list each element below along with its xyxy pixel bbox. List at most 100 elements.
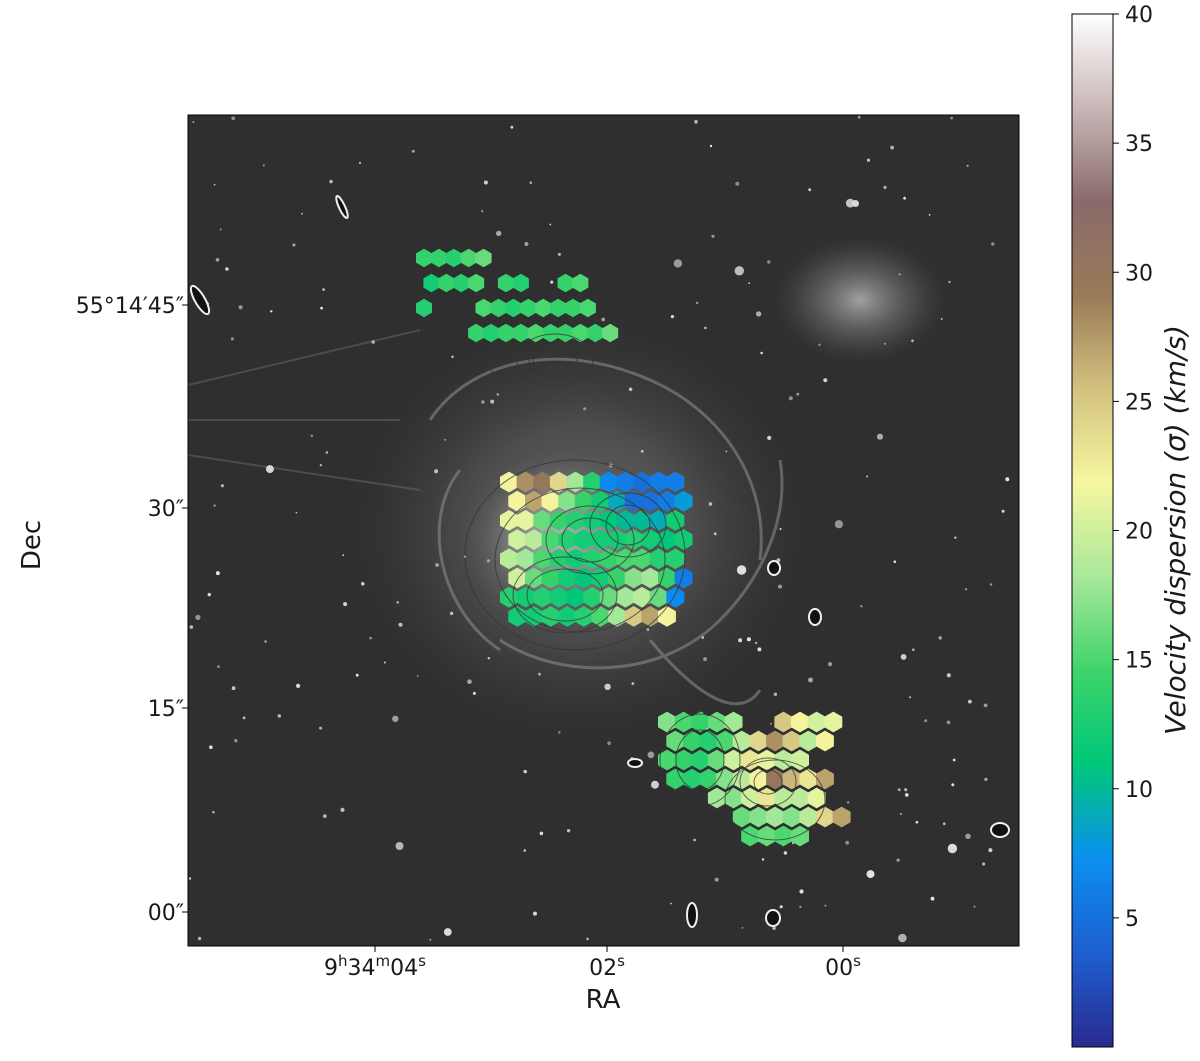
hex-cell <box>525 490 543 512</box>
hex-cell <box>438 273 455 293</box>
colorbar-tick-label: 40 <box>1125 3 1153 28</box>
hex-cell <box>533 586 552 608</box>
diffraction-streaks <box>188 329 421 491</box>
hex-cell <box>674 749 693 771</box>
y-tick-label: 00″ <box>148 901 184 926</box>
star <box>757 647 762 652</box>
star <box>866 158 871 162</box>
hex-cell <box>807 711 826 733</box>
contour-line <box>753 769 783 795</box>
contour-line <box>516 333 594 387</box>
star <box>647 751 655 759</box>
star <box>808 188 812 192</box>
hex-cell <box>674 567 693 589</box>
star <box>924 719 928 723</box>
hex-cell <box>512 323 529 343</box>
star <box>371 340 376 344</box>
hex-cell <box>782 806 801 828</box>
hex-cell <box>508 567 527 589</box>
star <box>828 662 833 667</box>
hex-cell <box>453 273 470 293</box>
star <box>640 449 644 453</box>
star <box>748 282 751 285</box>
star <box>264 640 267 643</box>
star <box>694 120 698 124</box>
hex-cell <box>749 806 768 828</box>
star <box>343 602 348 607</box>
hex-cell <box>766 730 785 752</box>
star <box>852 200 859 207</box>
star <box>242 716 246 720</box>
colorbar: 5 10 15 20 25 30 35 40 Velocity dispersion (σ) … <box>1071 3 1192 1048</box>
star <box>395 842 404 850</box>
star <box>965 833 971 840</box>
star <box>529 181 533 184</box>
star <box>550 280 554 284</box>
companion-cloud <box>765 230 955 370</box>
star <box>301 212 303 215</box>
x-tick-label: 02s <box>589 952 625 981</box>
star <box>292 243 296 247</box>
hex-cell <box>460 248 477 268</box>
colorbar-ticks: 5 10 15 20 25 30 35 40 <box>1113 3 1153 932</box>
star <box>220 484 224 488</box>
star <box>779 528 782 530</box>
hex-cell <box>497 273 514 293</box>
y-tick-label: 30″ <box>148 497 184 522</box>
bright-source <box>990 822 1010 838</box>
hex-cell <box>683 730 701 752</box>
star <box>325 451 329 454</box>
star <box>646 628 650 631</box>
hex-cell <box>741 749 760 771</box>
velocity-dispersion-map <box>416 248 851 847</box>
star <box>760 351 763 355</box>
contour-line <box>464 459 686 651</box>
star <box>834 520 844 529</box>
star <box>277 714 281 718</box>
background-stars <box>188 115 1010 943</box>
star <box>586 937 589 941</box>
region-north <box>416 248 619 343</box>
star <box>876 433 884 440</box>
star <box>966 164 969 167</box>
star <box>481 210 484 213</box>
star <box>601 317 605 322</box>
star <box>359 161 361 164</box>
star <box>566 829 571 833</box>
colorbar-tick-label: 5 <box>1125 907 1139 932</box>
star <box>761 858 765 861</box>
hex-cell <box>483 323 500 343</box>
hex-cell <box>508 606 527 627</box>
colorbar-tick-label: 35 <box>1125 132 1153 157</box>
star <box>947 843 958 854</box>
star <box>631 682 635 685</box>
star <box>188 877 192 880</box>
bright-source <box>335 195 349 219</box>
star <box>899 813 902 815</box>
hex-cell <box>749 730 768 752</box>
hex-cell <box>608 529 627 550</box>
hex-cell <box>505 298 522 318</box>
hex-cell <box>445 248 462 268</box>
star <box>796 392 800 396</box>
hex-cell <box>616 471 635 493</box>
contour-line <box>589 492 667 558</box>
star <box>946 673 951 678</box>
star <box>779 905 783 909</box>
bright-source <box>189 284 211 316</box>
star <box>846 801 850 804</box>
hex-cell <box>691 711 710 733</box>
contour-line <box>494 487 666 633</box>
hex-cell <box>658 567 676 589</box>
star <box>983 703 988 708</box>
hex-cell <box>566 510 585 531</box>
y-axis-label: Dec <box>17 520 47 570</box>
star <box>604 683 611 690</box>
hex-cell <box>549 548 568 570</box>
hex-cell <box>516 471 535 493</box>
plot-area <box>188 115 1019 946</box>
star <box>808 677 813 683</box>
hex-cell <box>602 323 619 343</box>
star <box>231 116 236 121</box>
star <box>951 783 955 787</box>
